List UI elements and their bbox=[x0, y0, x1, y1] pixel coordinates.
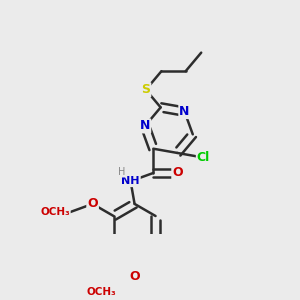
Text: Cl: Cl bbox=[197, 151, 210, 164]
Text: O: O bbox=[129, 270, 140, 283]
Text: N: N bbox=[179, 105, 190, 118]
Text: O: O bbox=[87, 197, 98, 210]
Text: S: S bbox=[141, 83, 150, 96]
Text: OCH₃: OCH₃ bbox=[40, 207, 70, 217]
Text: N: N bbox=[140, 119, 150, 132]
Text: OCH₃: OCH₃ bbox=[86, 287, 116, 297]
Text: NH: NH bbox=[121, 176, 140, 186]
Text: O: O bbox=[172, 167, 183, 179]
Text: H: H bbox=[118, 167, 125, 177]
